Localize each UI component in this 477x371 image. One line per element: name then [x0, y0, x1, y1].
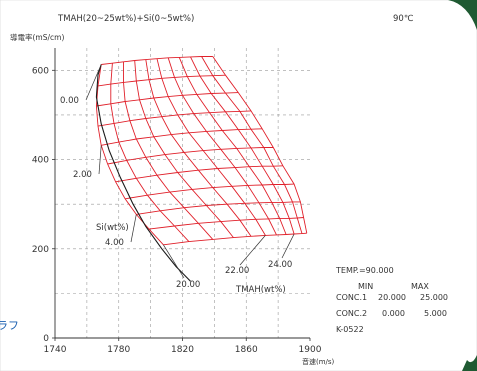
info-temp: TEMP.=90.000	[335, 266, 394, 275]
y-axis-title: 導電率(mS/cm)	[10, 32, 64, 42]
x-tick-label: 1900	[299, 345, 322, 355]
x-tick-label: 1740	[44, 345, 67, 355]
y-tick-label: 0	[43, 334, 49, 344]
side-text: ラフ	[0, 319, 19, 332]
si-value-label: 4.00	[105, 238, 124, 248]
corner-accent	[448, 0, 477, 30]
axis-layer: 1740 1780 1820 1860 1900 0 200 400 600	[32, 48, 322, 355]
tmah-value-label: 24.00	[268, 260, 292, 270]
si-leader-line	[98, 145, 102, 175]
info-conc1-max: 25.000	[420, 293, 448, 302]
tmah-line	[110, 63, 190, 242]
si-leader-line	[85, 64, 102, 101]
tmah-line	[212, 56, 308, 234]
tmah-axis-label: TMAH(wt%)	[235, 285, 286, 295]
si-value-label: 2.00	[73, 170, 92, 180]
info-conc1-label: CONC.1	[336, 293, 367, 302]
info-code: K-0522	[336, 325, 364, 334]
tmah-leader-line	[281, 233, 295, 259]
x-tick-label: 1860	[235, 345, 258, 355]
tmah-line	[145, 59, 252, 237]
info-max-header: MAX	[411, 282, 429, 291]
tmah-line	[167, 57, 277, 236]
info-min-header: MIN	[358, 282, 373, 291]
tmah-line	[156, 58, 266, 236]
tmah-value-label: 20.00	[176, 280, 200, 290]
si-leader-line	[130, 214, 137, 243]
x-tick-label: 1820	[171, 345, 194, 355]
x-axis-title: 音速(m/s)	[302, 357, 335, 366]
info-conc2-max: 5.000	[424, 309, 447, 318]
label-layer: 0.00 2.00 4.00 Si(wt%) 20.00 22.00 24.00 TMAH(w…	[60, 64, 295, 295]
y-tick-label: 200	[32, 245, 49, 255]
tmah-leader-line	[163, 244, 185, 279]
series-layer	[95, 56, 308, 282]
chart-title: TMAH(20~25wt%)+Si(0~5wt%)	[57, 14, 194, 24]
corner-accent-bottom	[462, 355, 477, 371]
info-conc2-min: 0.000	[382, 309, 405, 318]
si-value-label: 0.00	[60, 96, 79, 106]
boundary-line	[95, 64, 191, 282]
y-tick-label: 400	[32, 156, 49, 166]
tmah-line	[201, 56, 303, 234]
tmah-line	[134, 60, 234, 238]
si-axis-label: Si(wt%)	[96, 223, 129, 233]
tmah-leader-line	[239, 235, 266, 266]
tmah-value-label: 22.00	[225, 266, 249, 276]
tmah-line	[123, 61, 214, 240]
tmah-line	[190, 56, 295, 235]
tmah-line	[178, 57, 287, 235]
info-conc1-min: 20.000	[378, 293, 406, 302]
temperature-label: 90℃	[393, 14, 414, 24]
info-conc2-label: CONC.2	[336, 309, 367, 318]
x-tick-label: 1780	[107, 345, 130, 355]
y-tick-label: 600	[32, 66, 49, 76]
